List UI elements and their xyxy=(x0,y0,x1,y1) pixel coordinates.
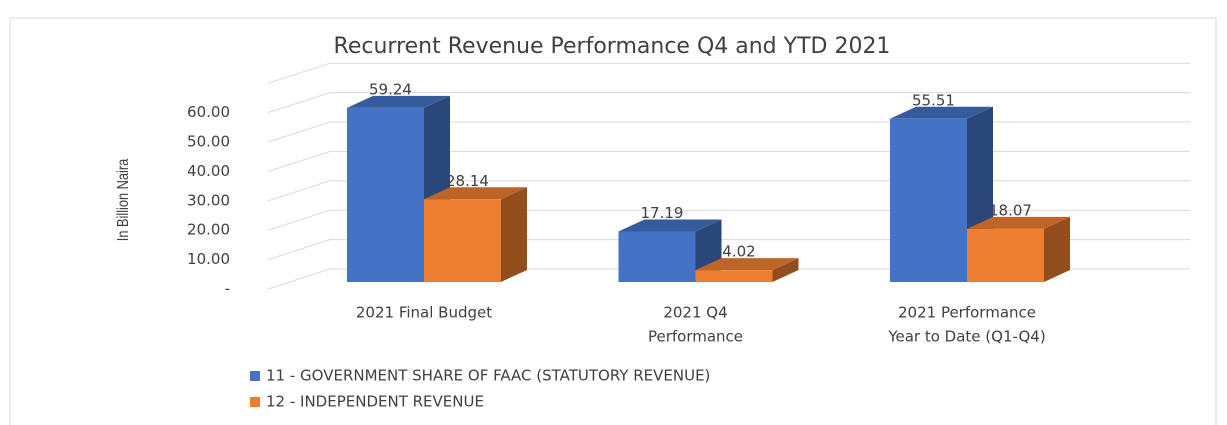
chart-frame xyxy=(9,17,1217,425)
y-tick-label: - xyxy=(225,280,230,298)
data-label: 28.14 xyxy=(446,172,489,190)
bar-side xyxy=(501,187,527,282)
bar xyxy=(618,231,696,282)
data-label: 4.02 xyxy=(722,243,755,261)
bar-top xyxy=(424,187,527,200)
bar-top xyxy=(618,219,722,232)
y-tick-label: 50.00 xyxy=(187,133,230,151)
grid-line xyxy=(267,62,1190,84)
bar xyxy=(424,199,501,282)
y-tick-label: 10.00 xyxy=(187,250,230,268)
bar-side xyxy=(1044,216,1070,282)
x-tick-label: 2021 Performance xyxy=(898,304,1036,322)
y-tick-label: 30.00 xyxy=(187,191,230,209)
bar-3d xyxy=(695,258,799,282)
y-tick-label: 40.00 xyxy=(187,162,230,180)
bar-top xyxy=(695,258,799,271)
legend-label: 12 - INDEPENDENT REVENUE xyxy=(266,393,484,411)
bar-3d xyxy=(424,187,527,282)
data-label: 59.24 xyxy=(369,80,412,98)
x-tick-label: 2021 Q4 xyxy=(663,304,727,322)
y-axis-label: In Billion Naira xyxy=(115,158,133,241)
bar-top xyxy=(890,106,993,119)
y-tick-label: 20.00 xyxy=(187,221,230,239)
data-label: 17.19 xyxy=(641,204,684,222)
bar-3d xyxy=(618,219,722,282)
data-label: 18.07 xyxy=(989,201,1032,219)
bar-top xyxy=(347,95,450,108)
y-tick-label: 60.00 xyxy=(187,103,230,121)
bar xyxy=(347,107,424,282)
x-tick-label: Year to Date (Q1-Q4) xyxy=(887,328,1045,346)
grid-line xyxy=(267,92,1190,114)
bar xyxy=(695,270,773,282)
bar-3d xyxy=(890,106,993,282)
data-label: 55.51 xyxy=(912,91,955,109)
legend-swatch xyxy=(250,371,260,381)
x-tick-label: Performance xyxy=(648,328,743,346)
bar-top xyxy=(967,216,1070,229)
legend-label: 11 - GOVERNMENT SHARE OF FAAC (STATUTORY… xyxy=(266,367,710,385)
bar xyxy=(967,228,1044,282)
bar-3d xyxy=(967,216,1070,282)
legend-swatch xyxy=(250,397,260,407)
x-tick-label: 2021 Final Budget xyxy=(356,304,492,322)
bar xyxy=(890,118,967,282)
chart-title: Recurrent Revenue Performance Q4 and YTD… xyxy=(334,34,891,59)
bar-side xyxy=(772,258,799,282)
